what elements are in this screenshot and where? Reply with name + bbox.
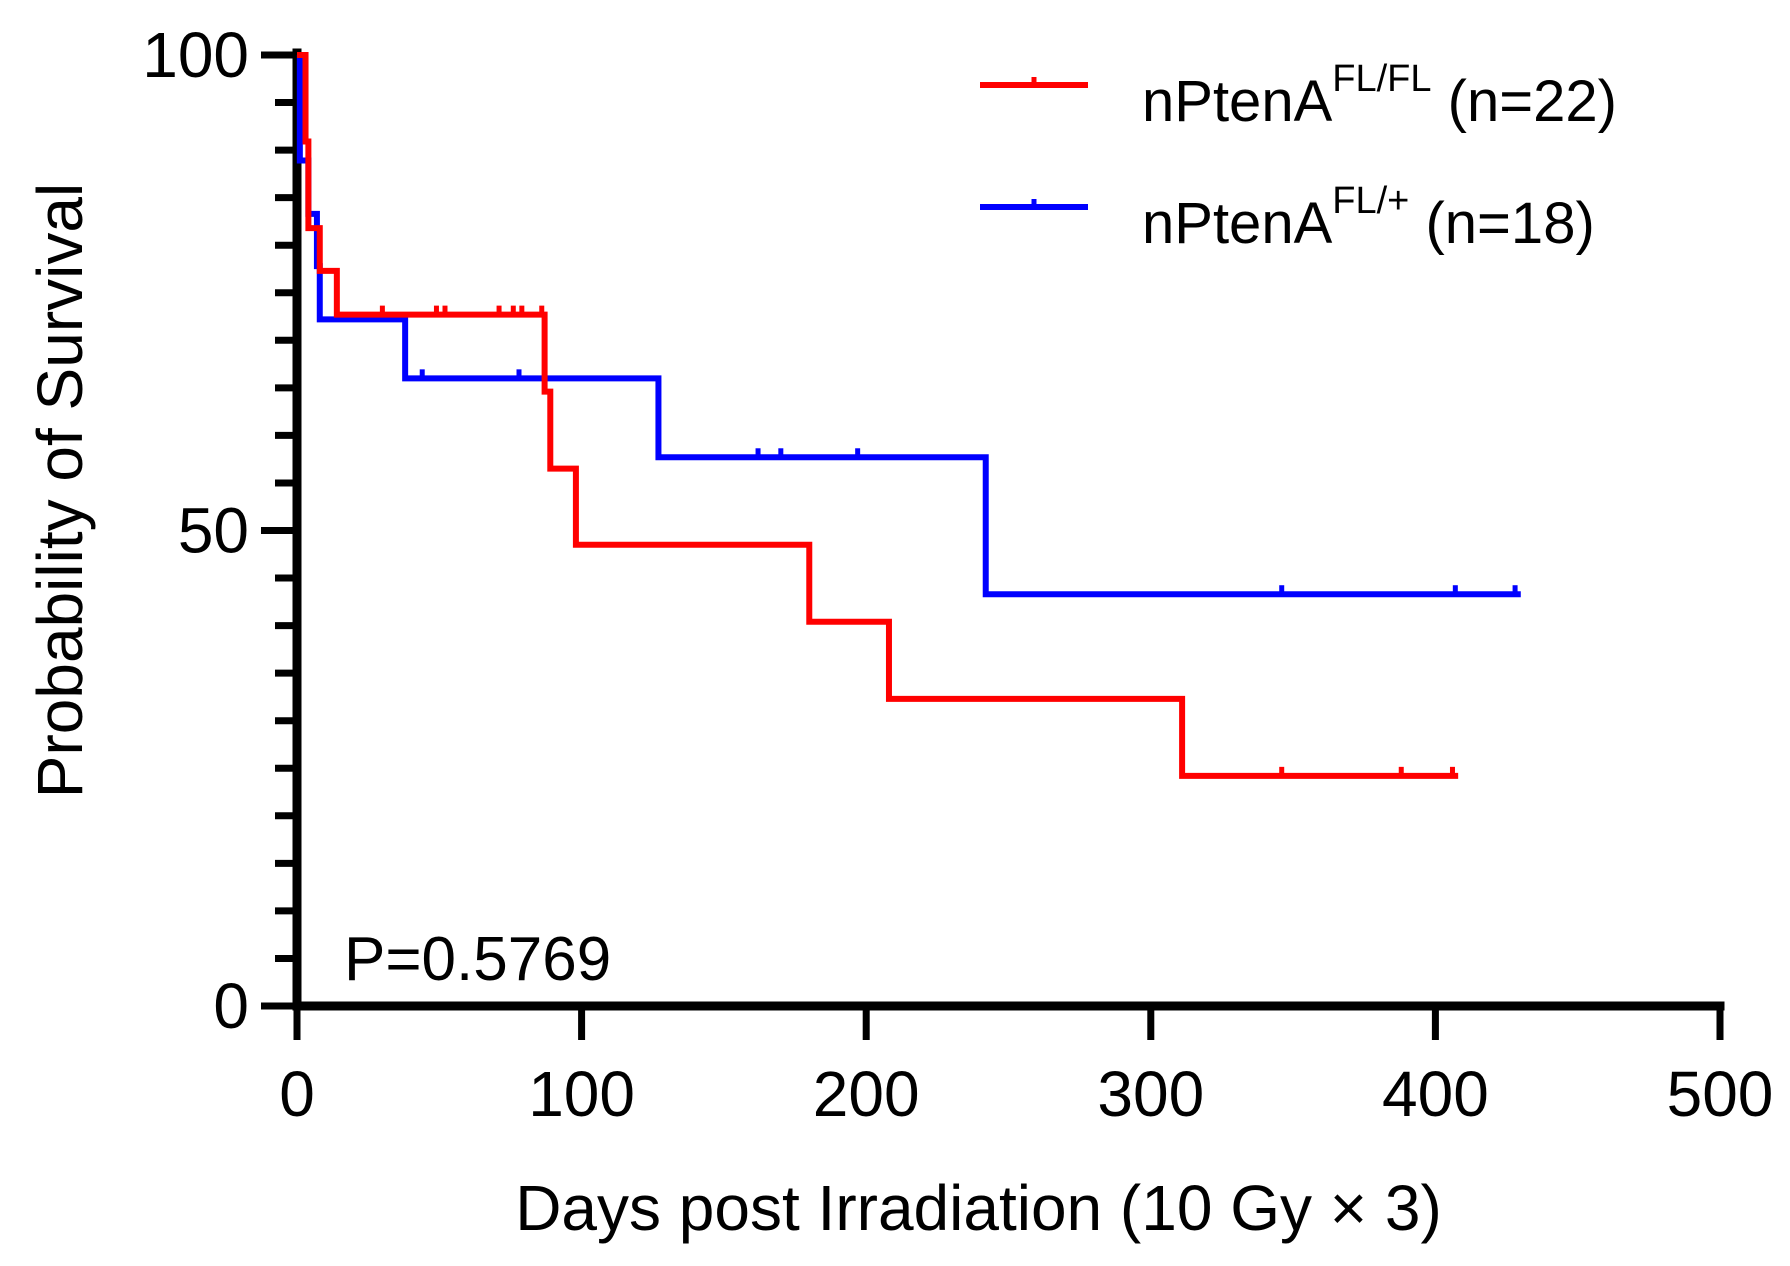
legend: nPtenAFL/FL (n=22)nPtenAFL/+ (n=18) (980, 58, 1617, 256)
y-tick-label: 50 (178, 495, 249, 567)
y-axis-title: Probability of Survival (24, 183, 96, 798)
x-tick-label: 300 (1097, 1058, 1204, 1130)
series-layer (296, 52, 1521, 779)
y-ticks: 0 50 100 (142, 19, 297, 1042)
x-tick-label: 400 (1382, 1058, 1489, 1130)
survival-curve (297, 52, 1459, 779)
x-axis-title: Days post Irradiation (10 Gy × 3) (515, 1172, 1442, 1244)
legend-label: nPtenAFL/FL (n=22) (1142, 58, 1617, 134)
legend-name: nPtenA (1142, 191, 1333, 256)
x-tick-label: 100 (528, 1058, 635, 1130)
x-tick-label: 0 (279, 1058, 315, 1130)
x-ticks: 0 100 200 300 400 500 (279, 1006, 1773, 1130)
y-tick-label: 0 (213, 970, 249, 1042)
x-tick-label: 500 (1667, 1058, 1774, 1130)
legend-name: nPtenA (1142, 69, 1333, 134)
y-tick-label: 100 (142, 19, 249, 91)
legend-item: nPtenAFL/+ (n=18) (980, 180, 1595, 256)
legend-label: nPtenAFL/+ (n=18) (1142, 180, 1595, 256)
survival-curve (296, 52, 1521, 598)
legend-n: (n=18) (1409, 191, 1594, 256)
legend-superscript: FL/FL (1332, 58, 1431, 100)
legend-item: nPtenAFL/FL (n=22) (980, 58, 1617, 134)
p-value-annotation: P=0.5769 (344, 925, 611, 994)
x-tick-label: 200 (813, 1058, 920, 1130)
series-fl (296, 52, 1521, 598)
legend-n: (n=22) (1432, 69, 1617, 134)
legend-superscript: FL/+ (1332, 180, 1409, 222)
series-flfl (297, 52, 1459, 779)
